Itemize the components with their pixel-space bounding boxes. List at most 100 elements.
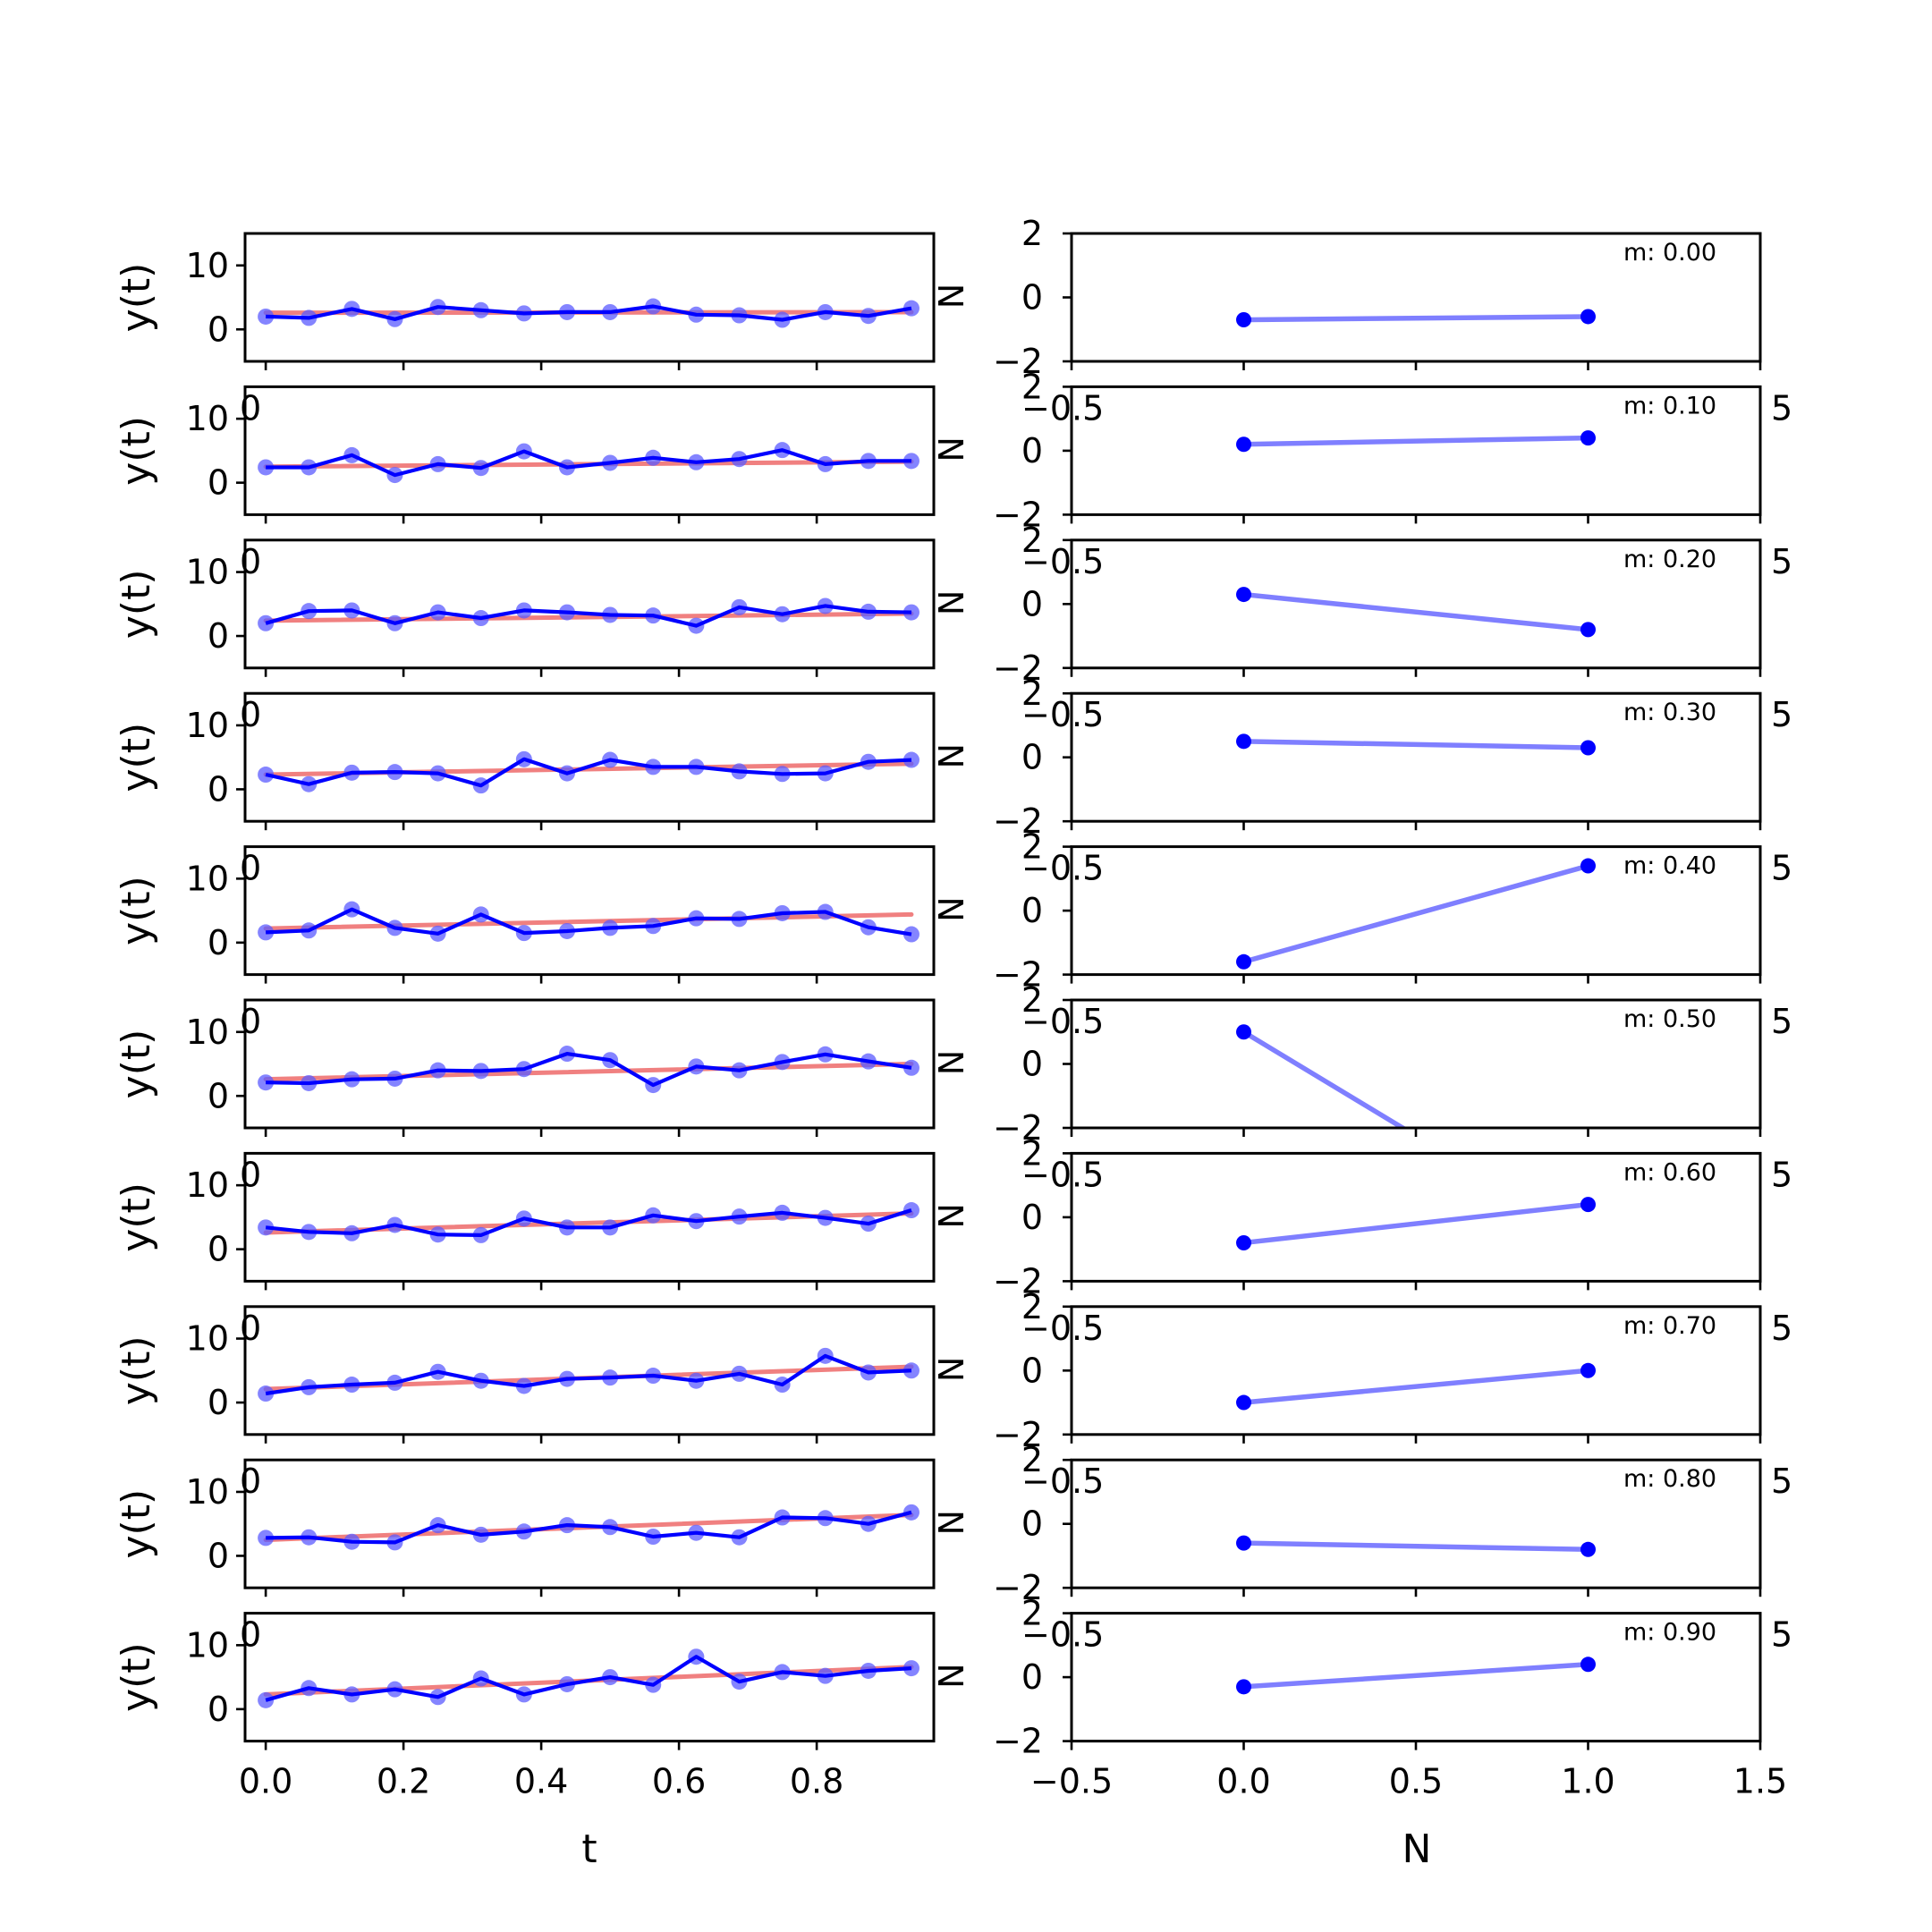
n-line: [1243, 314, 1589, 323]
right-ytick-label: 2: [1021, 674, 1043, 713]
left-overlap-tick-fragment: 0: [240, 1462, 261, 1501]
left-overlap-tick-fragment: 0: [240, 388, 261, 428]
left-overlap-side-fragment: N: [930, 1357, 970, 1382]
right-data-6: [1236, 1197, 1596, 1250]
right-panel-6: −0.5 5 −2 0 2 m: 0.60: [993, 1133, 1792, 1301]
n-point: [1580, 1233, 1596, 1248]
left-ylabel: y(t): [114, 1642, 159, 1712]
left-overlap-tick-fragment: 0: [240, 542, 261, 581]
data-line: [265, 604, 912, 628]
n-point: [1236, 1235, 1251, 1250]
left-panel-6: 0 N 0 10 y(t): [114, 1151, 970, 1291]
n-point: [1236, 436, 1251, 453]
left-overlap-tick-fragment: 0: [240, 849, 261, 888]
right-overlap-side-fragment: 5: [1771, 849, 1792, 888]
left-data-9: [258, 1648, 919, 1708]
n-line: [1243, 1368, 1589, 1405]
left-ytick-label: 0: [208, 309, 229, 349]
left-overlap-side-fragment: N: [930, 896, 970, 921]
left-xtick-label: 0.2: [377, 1762, 430, 1801]
fit-line: [263, 611, 914, 623]
left-xtick-label: 0.4: [514, 1762, 568, 1801]
right-data-0: [1236, 309, 1596, 328]
m-annotation: m: 0.30: [1623, 699, 1716, 726]
right-overlap-side-fragment: 5: [1771, 695, 1792, 734]
right-overlap-tick-fragment: −0.5: [1021, 542, 1104, 581]
right-ytick-label: −2: [993, 1568, 1043, 1607]
right-ytick-label: 0: [1021, 1657, 1043, 1697]
left-panel-9: 0 N 0 10 0.0 0.2 0.4 0.6 0.8 y(t): [114, 1612, 970, 1801]
left-overlap-side-fragment: N: [930, 590, 970, 615]
data-line: [265, 1353, 912, 1396]
right-ytick-label: 0: [1021, 431, 1043, 470]
n-point: [1236, 1535, 1251, 1551]
n-point: [1236, 733, 1251, 750]
n-point: [1236, 1394, 1251, 1411]
left-axes-frame: [243, 845, 936, 977]
right-ytick-label: 2: [1021, 367, 1043, 406]
right-ytick-label: 2: [1021, 521, 1043, 560]
left-ylabel: y(t): [114, 1182, 159, 1252]
right-ytick-label: 0: [1021, 1504, 1043, 1544]
left-ylabel: y(t): [114, 263, 159, 333]
left-ytick-label: 0: [208, 769, 229, 809]
left-ytick-label: 0: [208, 1230, 229, 1269]
left-axes-frame: [243, 232, 936, 363]
right-overlap-tick-fragment: −0.5: [1021, 1309, 1104, 1348]
right-ytick-label: 2: [1021, 1287, 1043, 1326]
left-axes-frame: [243, 998, 936, 1130]
right-data-9: [1236, 1657, 1596, 1695]
right-data-4: [1236, 858, 1596, 970]
left-panel-7: 0 N 0 10 y(t): [114, 1305, 970, 1444]
right-data-1: [1236, 430, 1596, 453]
left-overlap-side-fragment: N: [930, 1663, 970, 1688]
n-point: [1236, 1679, 1251, 1695]
right-overlap-tick-fragment: −0.5: [1021, 849, 1104, 888]
right-ytick-label: −2: [993, 342, 1043, 381]
n-line: [1243, 739, 1589, 750]
m-annotation: m: 0.80: [1623, 1465, 1716, 1493]
right-ytick-label: −2: [993, 801, 1043, 841]
left-data-1: [258, 442, 919, 484]
n-point: [1580, 309, 1596, 325]
n-point: [1580, 430, 1596, 446]
left-ytick-label: 0: [208, 463, 229, 503]
left-xtick-label: 0.8: [790, 1762, 843, 1801]
right-overlap-side-fragment: 5: [1771, 388, 1792, 428]
right-overlap-side-fragment: 5: [1771, 1462, 1792, 1501]
n-line: [1243, 1662, 1589, 1690]
m-annotation: m: 0.90: [1623, 1619, 1716, 1647]
left-overlap-tick-fragment: 0: [240, 695, 261, 734]
right-overlap-side-fragment: 5: [1771, 1615, 1792, 1655]
right-panel-5: −0.5 5 −2 0 2 m: 0.50: [993, 980, 1792, 1248]
right-ytick-label: 2: [1021, 980, 1043, 1020]
left-ylabel: y(t): [114, 876, 159, 945]
right-ytick-label: −2: [993, 648, 1043, 688]
right-data-2: [1236, 587, 1596, 638]
left-overlap-side-fragment: N: [930, 1203, 970, 1228]
left-ytick-label: 0: [208, 1383, 229, 1422]
left-overlap-tick-fragment: 0: [240, 1155, 261, 1194]
n-point: [1580, 1197, 1596, 1213]
right-overlap-tick-fragment: −0.5: [1021, 1462, 1104, 1501]
right-ytick-label: 0: [1021, 1045, 1043, 1084]
m-annotation: m: 0.10: [1623, 392, 1716, 419]
left-ytick-label: 0: [208, 616, 229, 656]
data-point: [258, 1385, 275, 1402]
right-overlap-tick-fragment: −0.5: [1021, 695, 1104, 734]
n-line: [1243, 1540, 1589, 1553]
right-panel-8: −0.5 5 −2 0 2 m: 0.80: [993, 1440, 1792, 1607]
left-ylabel: y(t): [114, 723, 159, 792]
left-overlap-side-fragment: N: [930, 436, 970, 462]
left-data-0: [258, 298, 919, 328]
n-point: [1580, 858, 1596, 874]
right-overlap-side-fragment: 5: [1771, 1002, 1792, 1041]
m-annotation: m: 0.20: [1623, 546, 1716, 573]
left-data-5: [258, 1046, 919, 1094]
right-overlap-tick-fragment: −0.5: [1021, 1002, 1104, 1041]
n-point: [1580, 1362, 1596, 1378]
right-panel-2: −0.5 5 −2 0 2 m: 0.20: [993, 521, 1792, 688]
right-xtick-label: −0.5: [1030, 1762, 1113, 1801]
left-ytick-label: 10: [186, 1625, 229, 1665]
left-axes-frame: [243, 385, 936, 516]
